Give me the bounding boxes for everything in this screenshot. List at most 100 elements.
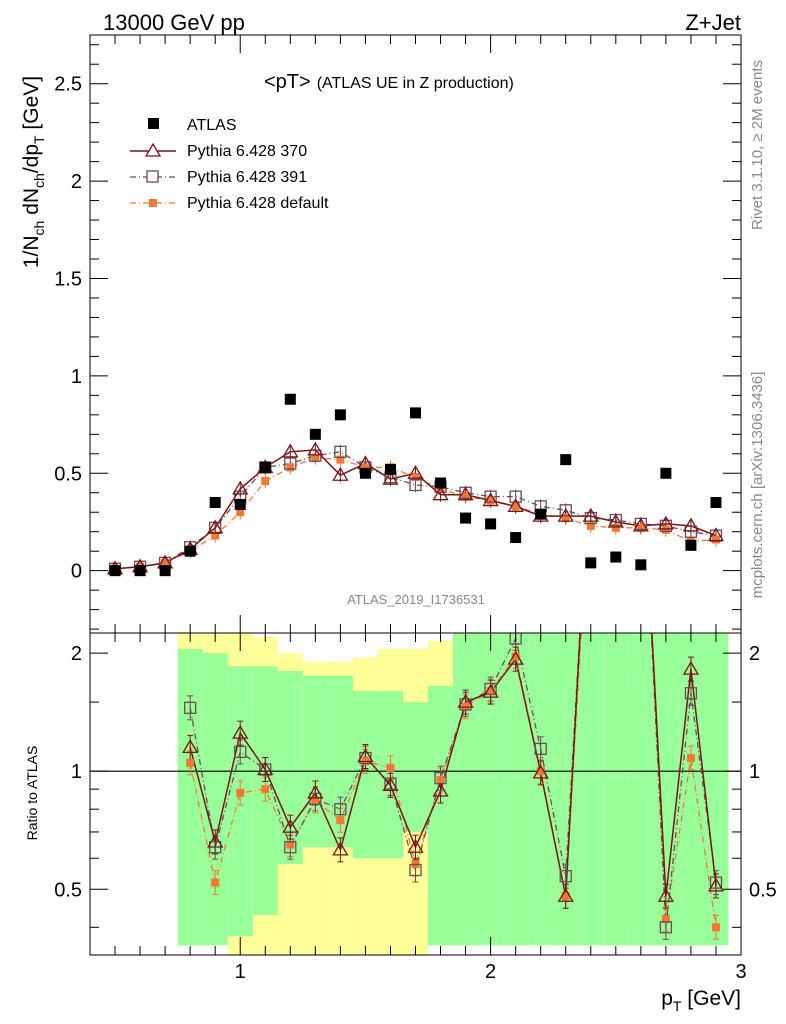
ratio-bands: [177, 633, 729, 955]
point-370: [657, 515, 675, 530]
main-axes: 0 0.5 1 1.5 2 2.5: [54, 35, 741, 633]
ratio-point-370: [407, 838, 424, 853]
point-atlas: [485, 518, 497, 530]
ratio-band-green: [453, 633, 479, 946]
ratio-point-370: [507, 650, 524, 665]
ratio-band-yellow-low: [352, 858, 378, 955]
ratio-point-default: [561, 892, 570, 901]
point-atlas: [384, 463, 396, 475]
point-atlas: [710, 496, 722, 508]
ratio-point-391: [709, 876, 723, 889]
ratio-point-370: [382, 777, 399, 792]
point-370: [507, 498, 524, 513]
ratio-point-391: [484, 682, 497, 696]
ratio-axes: 0.5 0.5 1 1 2 2 1 2 3: [54, 633, 777, 983]
ratio-band-green: [428, 685, 454, 946]
ratio-band-yellow-low: [302, 847, 328, 955]
ratio-band-green: [177, 648, 203, 946]
legend-label-atlas: ATLAS: [187, 117, 237, 134]
point-default: [711, 535, 720, 544]
ratio-point-391: [334, 803, 347, 816]
point-atlas: [159, 565, 171, 577]
ratio-ytick-label: 2: [71, 643, 82, 665]
point-atlas: [109, 565, 121, 577]
ratio-point-391: [534, 742, 547, 756]
ratio-band-yellow-low: [327, 847, 353, 955]
ratio-point-391: [184, 701, 197, 715]
point-391: [509, 490, 522, 503]
point-atlas: [460, 512, 472, 524]
ratio-panel: 0.5 0.5 1 1 2 2 1 2 3 Ratio to ATLAS pT [GeV]: [24, 632, 777, 1014]
point-default: [661, 525, 670, 534]
point-370: [707, 527, 725, 542]
point-370: [632, 517, 649, 532]
ratio-band-green: [528, 633, 554, 946]
point-atlas: [359, 467, 371, 479]
ratio-point-default: [236, 788, 245, 797]
point-default: [511, 502, 520, 511]
ratio-point-370: [357, 748, 374, 763]
legend-marker-370: [144, 142, 162, 157]
point-atlas: [209, 496, 221, 508]
ratio-point-370: [232, 724, 249, 739]
point-391: [334, 445, 347, 458]
ratio-band-green: [252, 666, 278, 946]
main-ytick-label: 2: [71, 171, 82, 193]
point-default: [161, 558, 170, 567]
point-default: [311, 453, 320, 462]
point-atlas: [635, 559, 647, 571]
point-370: [207, 519, 224, 534]
ratio-point-370: [707, 877, 725, 892]
point-370: [407, 464, 424, 479]
ratio-point-default: [686, 754, 695, 763]
point-370: [607, 513, 624, 528]
ratio-xtick-label: 2: [485, 961, 496, 983]
ratio-point-default: [536, 767, 545, 776]
legend-label-391: Pythia 6.428 391: [187, 169, 307, 186]
ratio-band-yellow-low: [377, 858, 403, 955]
point-391: [409, 478, 422, 492]
point-default: [236, 508, 245, 517]
legend: ATLAS Pythia 6.428 370 Pythia 6.428 391 …: [130, 117, 329, 212]
ratio-line-370: [189, 633, 717, 897]
point-370: [482, 492, 499, 507]
ratio-point-391: [284, 841, 297, 854]
ratio-point-391: [309, 792, 322, 806]
main-ytick-label: 2.5: [54, 74, 82, 96]
ratio-point-370: [182, 739, 199, 754]
header-left: 13000 GeV pp: [103, 10, 245, 35]
ratio-point-370: [457, 693, 474, 708]
ratio-band-green: [703, 633, 729, 946]
main-ytick-label: 1.5: [54, 268, 82, 290]
point-atlas: [284, 393, 296, 405]
point-370: [282, 443, 299, 458]
point-370: [382, 470, 399, 485]
ratio-ytick-label-right: 0.5: [749, 879, 777, 901]
ratio-point-370: [682, 660, 700, 675]
side-version-text: Rivet 3.1.10, ≥ 2M events: [749, 60, 766, 230]
ratio-xlabel: pT [GeV]: [661, 987, 741, 1014]
ratio-point-default: [336, 816, 345, 825]
ratio-band-green: [603, 633, 629, 946]
legend-marker-atlas: [148, 118, 159, 129]
ratio-point-370: [482, 683, 499, 698]
point-default: [561, 514, 570, 523]
ratio-point-391: [659, 921, 673, 934]
ratio-point-default: [286, 840, 295, 849]
point-atlas: [535, 508, 547, 520]
point-atlas: [560, 454, 572, 466]
point-391: [309, 449, 322, 462]
ratio-point-370: [307, 784, 324, 799]
point-atlas: [610, 551, 622, 563]
ratio-point-default: [511, 652, 520, 661]
point-atlas: [309, 428, 321, 440]
point-atlas: [435, 477, 447, 489]
point-391: [559, 504, 572, 517]
point-atlas: [234, 498, 246, 510]
point-391: [684, 525, 698, 538]
main-data-layer: [106, 393, 725, 577]
header-right: Z+Jet: [685, 10, 741, 35]
point-default: [286, 463, 295, 472]
ratio-point-default: [186, 758, 195, 767]
